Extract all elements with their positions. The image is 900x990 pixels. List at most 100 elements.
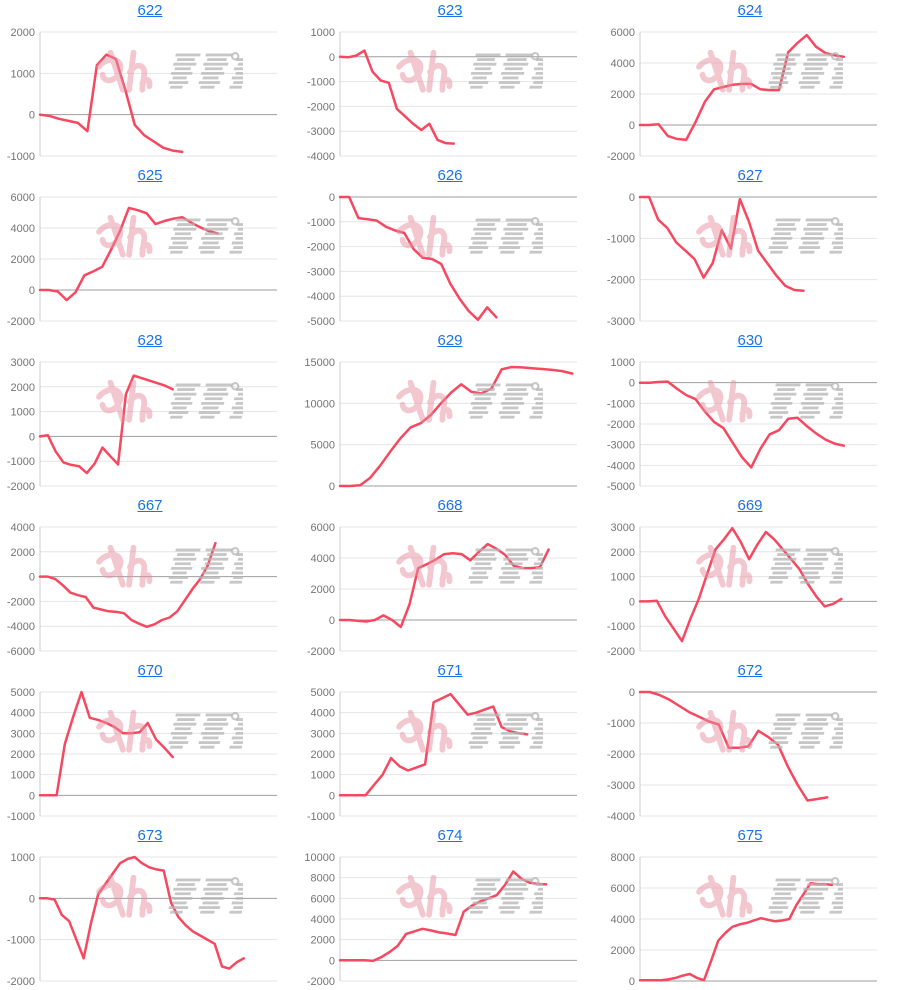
chart-title-link[interactable]: 671 <box>437 662 463 679</box>
line-chart: 15000 10000 5000 0 <box>304 357 577 493</box>
chart-cell: 674 10000 8000 6000 4000 2000 0 -2000 <box>300 825 600 990</box>
chart-title-row: 622 <box>0 0 300 24</box>
line-chart: 6000 4000 2000 0 -2000 <box>7 192 277 328</box>
tick-label: 2000 <box>11 254 35 266</box>
tick-label: 3000 <box>611 522 635 534</box>
chart-title-link[interactable]: 624 <box>737 2 763 19</box>
tick-label: -5000 <box>307 316 335 328</box>
series-line <box>338 195 498 322</box>
tick-label: -1000 <box>7 151 35 163</box>
tick-label: 0 <box>629 596 635 608</box>
chart-title-link[interactable]: 627 <box>737 167 763 184</box>
tick-label: 0 <box>629 120 635 132</box>
chart-title-row: 667 <box>0 495 300 519</box>
chart-title-link[interactable]: 670 <box>137 662 163 679</box>
tick-label: -2000 <box>307 242 335 254</box>
chart-title-row: 624 <box>600 0 900 24</box>
chart-title-link[interactable]: 626 <box>437 167 463 184</box>
tick-label: 3000 <box>311 728 335 740</box>
chart-title-row: 627 <box>600 165 900 189</box>
tick-label: 0 <box>629 378 635 390</box>
chart-title-row: 626 <box>300 165 600 189</box>
tick-label: -1000 <box>607 233 635 245</box>
tick-label: 0 <box>629 687 635 699</box>
tick-label: -3000 <box>607 316 635 328</box>
tick-label: -2000 <box>607 749 635 761</box>
chart-cell: 667 4000 2000 0 -2000 -4000 -6000 <box>0 495 300 660</box>
tick-label: 15000 <box>304 357 335 369</box>
tick-label: -2000 <box>7 316 35 328</box>
line-chart: 5000 4000 3000 2000 1000 0 -1000 <box>7 687 277 823</box>
chart-cell: 622 2000 1000 0 -1000 <box>0 0 300 165</box>
line-chart: 6000 4000 2000 0 -2000 <box>607 27 877 163</box>
line-chart: 6000 4000 2000 0 -2000 <box>307 522 577 658</box>
tick-label: -5000 <box>607 481 635 493</box>
tick-label: -1000 <box>607 718 635 730</box>
tick-label: 6000 <box>611 27 635 39</box>
tick-label: -1000 <box>307 811 335 823</box>
tick-label: 0 <box>329 192 335 204</box>
line-chart: 3000 2000 1000 0 -1000 -2000 <box>7 357 277 493</box>
tick-label: 4000 <box>311 708 335 720</box>
chart-title-row: 670 <box>0 660 300 684</box>
tick-label: -1000 <box>7 935 35 947</box>
chart-title-link[interactable]: 623 <box>437 2 463 19</box>
chart-title-row: 671 <box>300 660 600 684</box>
tick-label: -3000 <box>607 440 635 452</box>
series-line <box>338 365 574 488</box>
tick-label: 3000 <box>11 357 35 369</box>
chart-title-row: 668 <box>300 495 600 519</box>
tick-label: 0 <box>29 893 35 905</box>
tick-label: 6000 <box>311 893 335 905</box>
tick-label: 1000 <box>11 407 35 419</box>
tick-label: 2000 <box>11 547 35 559</box>
tick-label: 4000 <box>311 914 335 926</box>
chart-title-link[interactable]: 667 <box>137 497 163 514</box>
tick-label: 1000 <box>11 770 35 782</box>
chart-title-link[interactable]: 630 <box>737 332 763 349</box>
series-line <box>38 690 174 797</box>
tick-label: 2000 <box>11 27 35 39</box>
tick-label: 3000 <box>11 728 35 740</box>
line-chart: 3000 2000 1000 0 -1000 -2000 <box>607 522 877 658</box>
tick-label: 6000 <box>611 883 635 895</box>
tick-label: 1000 <box>11 68 35 80</box>
tick-label: 2000 <box>611 547 635 559</box>
tick-label: 10000 <box>304 398 335 410</box>
tick-label: -1000 <box>607 621 635 633</box>
series-line <box>338 692 529 797</box>
tick-label: 0 <box>29 790 35 802</box>
tick-label: 0 <box>329 615 335 627</box>
tick-label: -2000 <box>307 646 335 658</box>
line-chart: 0 -1000 -2000 -3000 -4000 <box>607 687 877 823</box>
series-line <box>638 882 834 982</box>
tick-label: 2000 <box>11 382 35 394</box>
chart-title-link[interactable]: 673 <box>137 827 163 844</box>
line-chart: 10000 8000 6000 4000 2000 0 -2000 <box>304 852 577 988</box>
chart-cell: 669 3000 2000 1000 0 -1000 -2000 <box>600 495 900 660</box>
tick-label: 4000 <box>11 708 35 720</box>
chart-cell: 625 6000 4000 2000 0 -2000 <box>0 165 300 330</box>
tick-label: 0 <box>329 52 335 64</box>
series-line <box>638 526 843 643</box>
chart-title-link[interactable]: 669 <box>737 497 763 514</box>
chart-title-row: 630 <box>600 330 900 354</box>
chart-title-link[interactable]: 674 <box>437 827 463 844</box>
chart-title-link[interactable]: 675 <box>737 827 763 844</box>
tick-label: -4000 <box>607 460 635 472</box>
chart-cell: 628 3000 2000 1000 0 -1000 -2000 <box>0 330 300 495</box>
chart-title-link[interactable]: 625 <box>137 167 163 184</box>
tick-label: -2000 <box>607 151 635 163</box>
chart-title-link[interactable]: 629 <box>437 332 463 349</box>
tick-label: 4000 <box>11 522 35 534</box>
chart-title-link[interactable]: 668 <box>437 497 463 514</box>
chart-cell: 670 5000 4000 3000 2000 1000 0 -1000 <box>0 660 300 825</box>
chart-title-link[interactable]: 622 <box>137 2 163 19</box>
tick-label: -4000 <box>307 151 335 163</box>
series-line <box>38 206 220 302</box>
tick-label: 5000 <box>311 440 335 452</box>
chart-title-row: 672 <box>600 660 900 684</box>
tick-label: 0 <box>329 955 335 967</box>
chart-title-link[interactable]: 672 <box>737 662 763 679</box>
chart-title-link[interactable]: 628 <box>137 332 163 349</box>
